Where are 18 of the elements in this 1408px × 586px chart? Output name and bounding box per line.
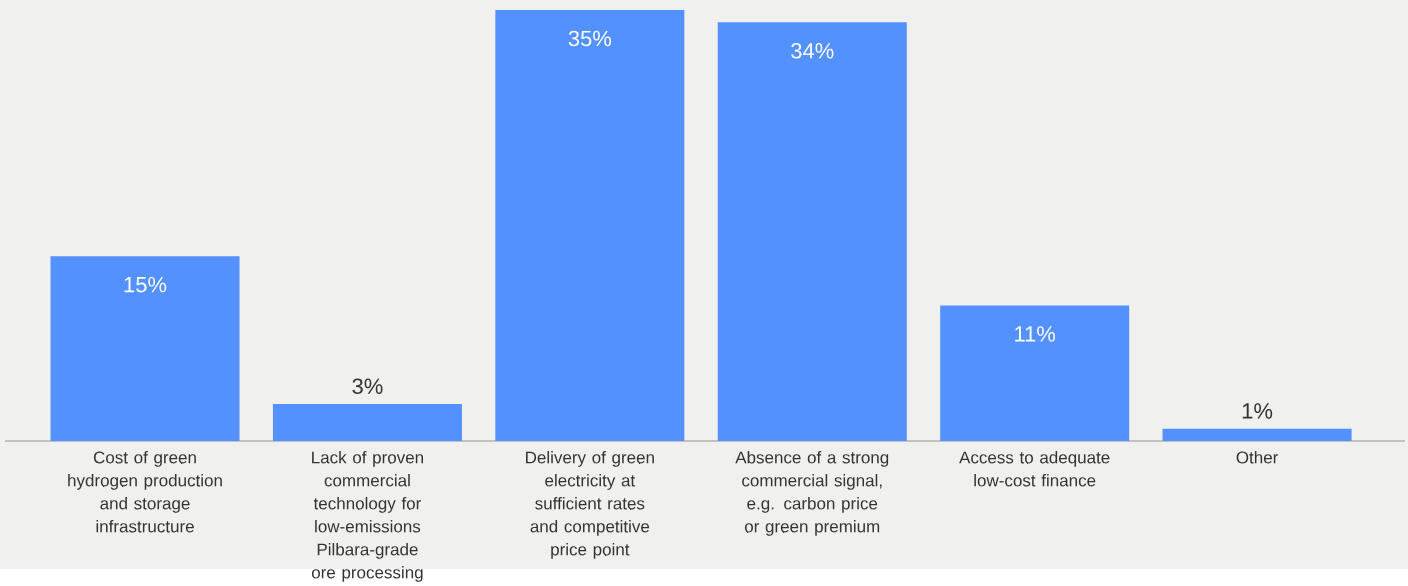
data-label: 1% — [1242, 403, 1273, 419]
bar — [940, 305, 1130, 441]
bar — [1162, 428, 1352, 441]
data-label: 11% — [1015, 326, 1056, 342]
bar — [50, 256, 240, 441]
x-tick-label: Absence of a strong commercial signal, e.g. carbon price or green premium — [735, 450, 889, 536]
x-tick-label: Lack of proven commercial technology for low-emissions Pilbara-grade ore processing — [311, 450, 424, 582]
bar — [272, 403, 462, 441]
x-tick-label: Access to adequate low-cost finance — [959, 450, 1110, 487]
x-tick-label: Cost of green hydrogen production and storage infrastructure — [68, 450, 222, 533]
x-tick-label: Delivery of green electricity at sufficient rates and competitive price point — [526, 450, 654, 559]
bar — [495, 9, 685, 441]
data-label: 34% — [791, 42, 834, 59]
data-label: 35% — [568, 30, 612, 47]
data-label: 15% — [124, 276, 167, 293]
data-label: 3% — [352, 378, 383, 394]
bar — [717, 22, 907, 441]
x-tick-label: Other — [1236, 450, 1279, 464]
